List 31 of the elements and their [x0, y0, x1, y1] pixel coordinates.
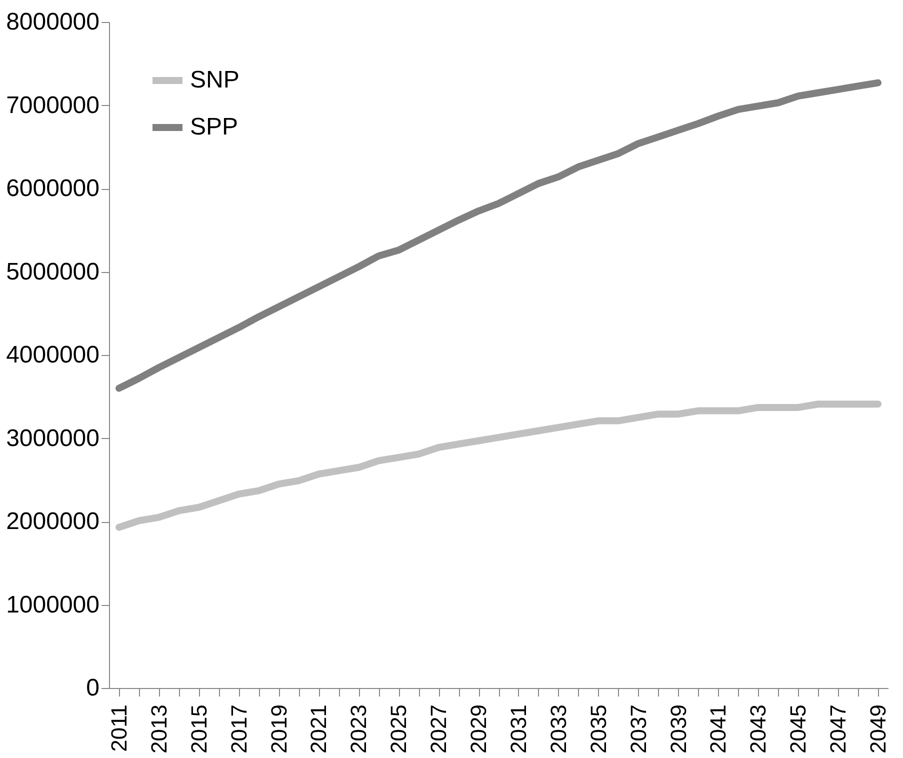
- y-tick-label: 3000000: [6, 424, 100, 452]
- x-tick-label: 2043: [746, 704, 771, 754]
- x-tick-label: 2039: [666, 704, 691, 754]
- y-tick-label: 2000000: [6, 508, 100, 535]
- x-tick-label: 2033: [546, 704, 571, 754]
- legend-label: SPP: [190, 114, 238, 140]
- x-tick-label: 2029: [466, 704, 492, 754]
- y-tick-label: 5000000: [6, 258, 100, 286]
- x-tick-label: 2049: [866, 704, 891, 754]
- y-tick-label: 0: [86, 674, 100, 702]
- y-tick-label: 8000000: [6, 8, 100, 36]
- x-tick-label: 2025: [386, 704, 412, 754]
- x-tick-label: 2041: [706, 704, 731, 754]
- x-tick-label: 2015: [186, 704, 212, 754]
- x-tick-label: 2027: [426, 704, 452, 754]
- x-tick-label: 2037: [626, 704, 651, 754]
- y-tick-label: 4000000: [6, 342, 100, 368]
- y-tick-label: 1000000: [6, 591, 100, 618]
- y-tick-label: 6000000: [6, 175, 100, 202]
- x-tick-label: 2023: [346, 704, 372, 754]
- x-tick-label: 2017: [226, 704, 252, 754]
- y-tick-label: 7000000: [6, 92, 100, 119]
- x-tick-label: 2013: [146, 704, 172, 754]
- legend-label: SNP: [190, 66, 240, 94]
- x-tick-label: 2045: [786, 704, 811, 754]
- x-tick-label: 2047: [826, 704, 851, 754]
- x-tick-label: 2019: [266, 704, 292, 754]
- x-tick-label: 2011: [106, 704, 132, 752]
- x-tick-label: 2035: [586, 704, 611, 754]
- x-tick-label: 2031: [506, 704, 531, 754]
- x-tick-label: 2021: [306, 704, 332, 754]
